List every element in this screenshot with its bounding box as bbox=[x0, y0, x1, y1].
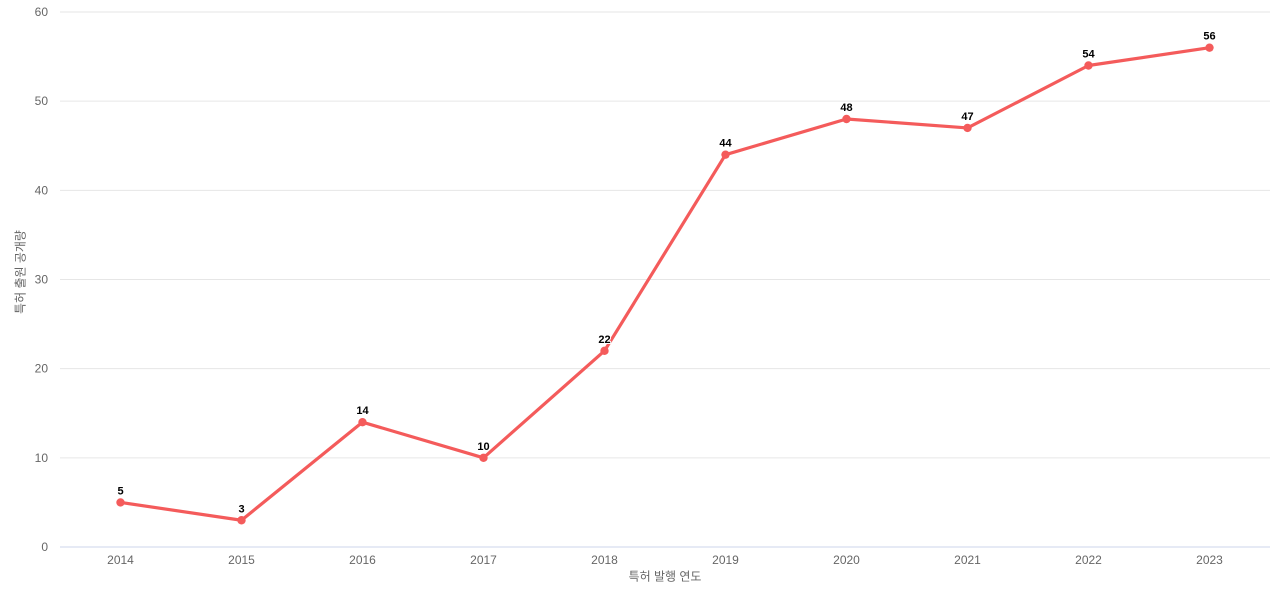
y-tick-label: 0 bbox=[41, 540, 48, 554]
data-point-label: 5 bbox=[117, 485, 123, 497]
x-tick-label: 2016 bbox=[349, 553, 376, 567]
x-tick-label: 2019 bbox=[712, 553, 739, 567]
data-point-label: 10 bbox=[477, 441, 489, 453]
x-tick-label: 2021 bbox=[954, 553, 981, 567]
data-point-marker[interactable] bbox=[842, 114, 851, 124]
y-tick-label: 10 bbox=[35, 451, 49, 465]
data-point-marker[interactable] bbox=[600, 346, 609, 356]
data-point-marker[interactable] bbox=[1084, 61, 1093, 70]
x-tick-label: 2014 bbox=[107, 553, 134, 567]
data-point-label: 22 bbox=[598, 334, 610, 346]
series-line bbox=[118, 46, 1212, 522]
y-tick-label: 50 bbox=[35, 94, 49, 108]
x-tick-label: 2020 bbox=[833, 553, 860, 567]
x-tick-label: 2015 bbox=[228, 553, 255, 567]
data-point-marker[interactable] bbox=[358, 417, 367, 427]
data-point-label: 48 bbox=[840, 102, 852, 114]
data-point-label: 54 bbox=[1082, 49, 1095, 61]
x-axis-title: 특허 발행 연도 bbox=[628, 569, 702, 584]
y-tick-label: 40 bbox=[35, 183, 49, 197]
y-tick-label: 20 bbox=[35, 362, 49, 376]
data-point-label: 44 bbox=[719, 138, 732, 150]
data-point-marker[interactable] bbox=[116, 498, 125, 507]
x-tick-label: 2017 bbox=[470, 553, 497, 567]
data-point-label: 14 bbox=[356, 405, 369, 417]
data-point-marker[interactable] bbox=[237, 516, 246, 525]
data-point-label: 47 bbox=[961, 111, 973, 123]
data-point-marker[interactable] bbox=[479, 453, 488, 463]
y-tick-label: 60 bbox=[35, 5, 49, 19]
x-tick-label: 2023 bbox=[1196, 553, 1223, 567]
y-tick-label: 30 bbox=[35, 273, 49, 287]
x-tick-label: 2022 bbox=[1075, 553, 1102, 567]
data-point-label: 3 bbox=[238, 503, 244, 515]
data-point-marker[interactable] bbox=[721, 150, 730, 159]
x-tick-label: 2018 bbox=[591, 553, 618, 567]
data-point-marker[interactable] bbox=[1205, 43, 1214, 52]
y-axis-title: 특허 출원 공개량 bbox=[13, 230, 28, 314]
data-point-marker[interactable] bbox=[963, 123, 972, 133]
data-point-label: 56 bbox=[1203, 31, 1215, 43]
